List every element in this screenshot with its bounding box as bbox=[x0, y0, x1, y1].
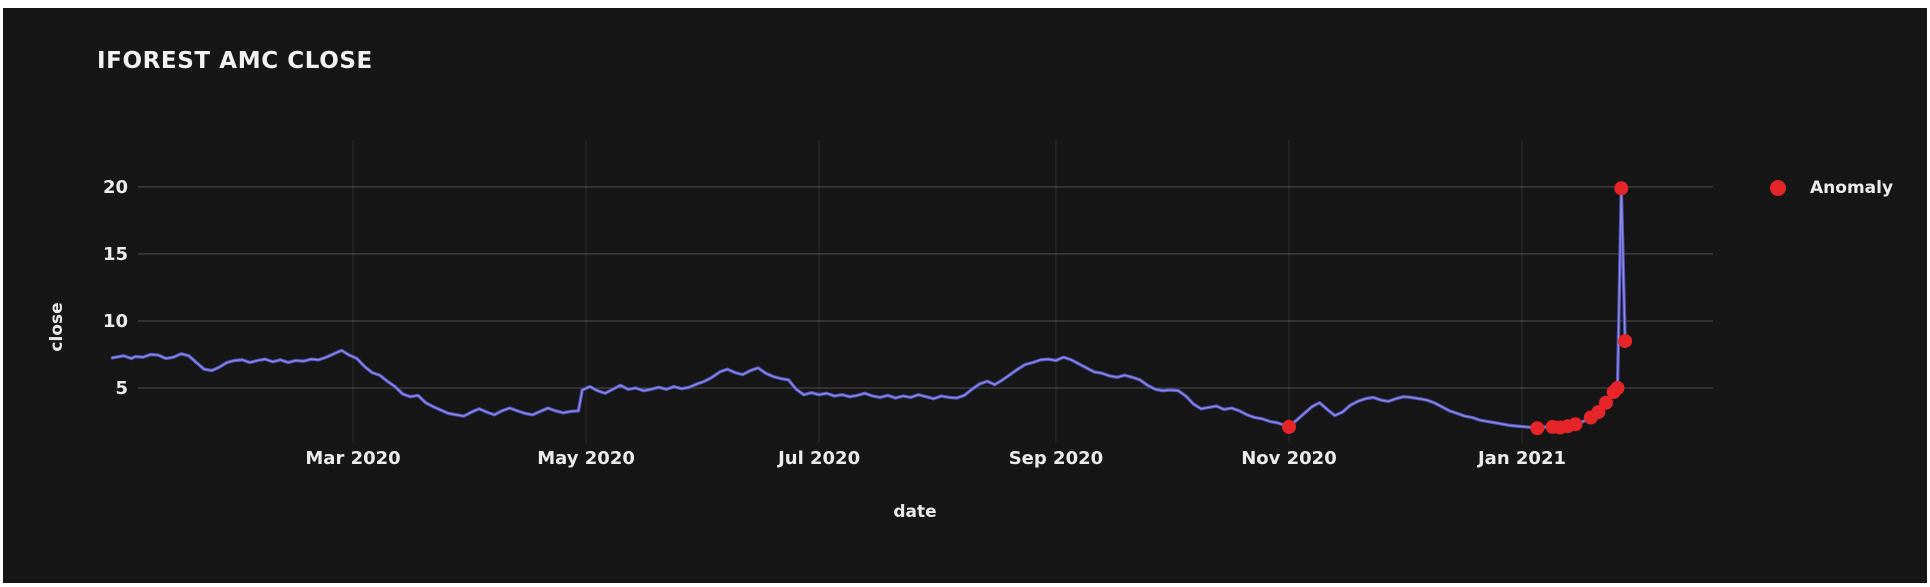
anomaly-point bbox=[1618, 334, 1633, 349]
anomaly-legend-label: Anomaly bbox=[1810, 178, 1894, 198]
anomaly-point bbox=[1599, 395, 1613, 410]
chart-title: IFOREST AMC CLOSE bbox=[97, 48, 373, 74]
x-tick-label: Nov 2020 bbox=[1241, 448, 1337, 469]
y-tick-label: 20 bbox=[103, 177, 128, 198]
x-tick-label: Jan 2021 bbox=[1476, 448, 1566, 469]
y-tick-label: 5 bbox=[115, 378, 128, 399]
legend: Anomaly bbox=[1770, 178, 1893, 198]
anomaly-point bbox=[1530, 421, 1545, 436]
y-tick-labels: 5 10 15 20 bbox=[103, 177, 128, 399]
y-tick-label: 15 bbox=[103, 244, 128, 265]
anomaly-legend-dot-icon bbox=[1770, 180, 1786, 196]
x-gridlines bbox=[352, 140, 1523, 442]
anomaly-point bbox=[1591, 405, 1606, 420]
anomaly-point bbox=[1614, 181, 1629, 196]
y-tick-label: 10 bbox=[103, 311, 128, 332]
x-tick-label: Sep 2020 bbox=[1009, 448, 1103, 469]
x-tick-label: Jul 2020 bbox=[776, 448, 860, 469]
y-axis-title: close bbox=[47, 302, 67, 352]
x-tick-label: Mar 2020 bbox=[305, 448, 400, 469]
anomaly-point bbox=[1610, 381, 1625, 395]
anomaly-point bbox=[1282, 419, 1296, 434]
x-tick-labels: Mar 2020 May 2020 Jul 2020 Sep 2020 Nov 2020… bbox=[305, 448, 1566, 469]
plot-background bbox=[3, 8, 1927, 583]
y-gridlines bbox=[138, 186, 1713, 389]
close-price-line bbox=[110, 186, 1627, 430]
anomaly-point bbox=[1568, 417, 1583, 432]
anomaly-markers bbox=[1282, 181, 1633, 436]
x-axis-title: date bbox=[893, 502, 937, 522]
x-tick-label: May 2020 bbox=[537, 448, 635, 469]
